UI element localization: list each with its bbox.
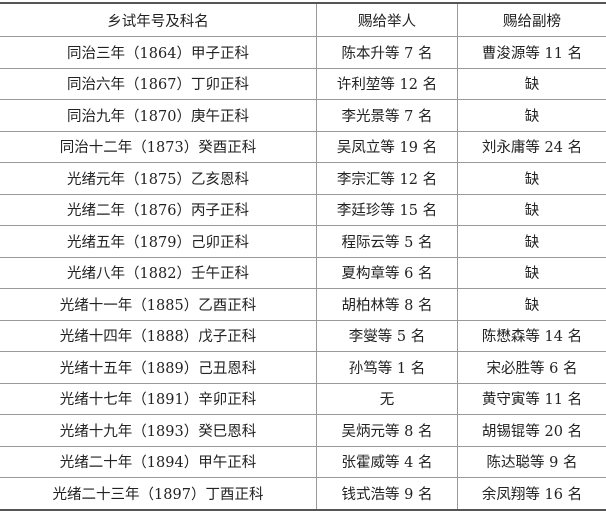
cell-fubang: 刘永庸等 24 名 xyxy=(458,131,606,163)
cell-exam-year: 光绪十七年（1891）辛卯正科 xyxy=(0,383,317,415)
cell-exam-year: 同治三年（1864）甲子正科 xyxy=(0,37,317,69)
cell-fubang: 宋必胜等 6 名 xyxy=(458,352,606,384)
header-juren: 赐给举人 xyxy=(317,3,458,37)
cell-fubang: 缺 xyxy=(458,100,606,132)
cell-fubang: 陈懋森等 14 名 xyxy=(458,320,606,352)
table-row: 光绪二十三年（1897）丁酉正科钱式浩等 9 名余凤翔等 16 名 xyxy=(0,478,606,510)
cell-exam-year: 光绪八年（1882）壬午正科 xyxy=(0,257,317,289)
cell-fubang: 缺 xyxy=(458,194,606,226)
header-exam-year: 乡试年号及科名 xyxy=(0,3,317,37)
cell-exam-year: 光绪元年（1875）乙亥恩科 xyxy=(0,163,317,195)
cell-fubang: 缺 xyxy=(458,257,606,289)
cell-exam-year: 同治十二年（1873）癸酉正科 xyxy=(0,131,317,163)
cell-juren: 吴炳元等 8 名 xyxy=(317,415,458,447)
cell-exam-year: 同治六年（1867）丁卯正科 xyxy=(0,68,317,100)
cell-exam-year: 光绪二十三年（1897）丁酉正科 xyxy=(0,478,317,510)
cell-fubang: 缺 xyxy=(458,68,606,100)
cell-fubang: 胡锡锟等 20 名 xyxy=(458,415,606,447)
cell-juren: 胡柏林等 8 名 xyxy=(317,289,458,321)
cell-juren: 夏构章等 6 名 xyxy=(317,257,458,289)
cell-exam-year: 光绪十一年（1885）乙酉正科 xyxy=(0,289,317,321)
cell-juren: 张霍威等 4 名 xyxy=(317,446,458,478)
cell-juren: 钱式浩等 9 名 xyxy=(317,478,458,510)
cell-exam-year: 光绪十四年（1888）戊子正科 xyxy=(0,320,317,352)
cell-juren: 李燮等 5 名 xyxy=(317,320,458,352)
cell-fubang: 余凤翔等 16 名 xyxy=(458,478,606,510)
table-row: 同治三年（1864）甲子正科陈本升等 7 名曹浚源等 11 名 xyxy=(0,37,606,69)
table-row: 光绪十一年（1885）乙酉正科胡柏林等 8 名缺 xyxy=(0,289,606,321)
cell-juren: 陈本升等 7 名 xyxy=(317,37,458,69)
table-body: 同治三年（1864）甲子正科陈本升等 7 名曹浚源等 11 名同治六年（1867… xyxy=(0,37,606,510)
table-row: 同治十二年（1873）癸酉正科吴凤立等 19 名刘永庸等 24 名 xyxy=(0,131,606,163)
cell-fubang: 缺 xyxy=(458,163,606,195)
table-row: 光绪十七年（1891）辛卯正科无黄守寅等 11 名 xyxy=(0,383,606,415)
table-row: 光绪二十年（1894）甲午正科张霍威等 4 名陈达聪等 9 名 xyxy=(0,446,606,478)
table-row: 光绪十五年（1889）己丑恩科孙笃等 1 名宋必胜等 6 名 xyxy=(0,352,606,384)
cell-juren: 李宗汇等 12 名 xyxy=(317,163,458,195)
cell-exam-year: 光绪二十年（1894）甲午正科 xyxy=(0,446,317,478)
cell-exam-year: 光绪二年（1876）丙子正科 xyxy=(0,194,317,226)
cell-fubang: 陈达聪等 9 名 xyxy=(458,446,606,478)
table-row: 同治九年（1870）庚午正科李光景等 7 名缺 xyxy=(0,100,606,132)
table-row: 同治六年（1867）丁卯正科许利堃等 12 名缺 xyxy=(0,68,606,100)
table-row: 光绪十四年（1888）戊子正科李燮等 5 名陈懋森等 14 名 xyxy=(0,320,606,352)
cell-juren: 李廷珍等 15 名 xyxy=(317,194,458,226)
cell-juren: 吴凤立等 19 名 xyxy=(317,131,458,163)
cell-juren: 许利堃等 12 名 xyxy=(317,68,458,100)
cell-juren: 李光景等 7 名 xyxy=(317,100,458,132)
cell-juren: 无 xyxy=(317,383,458,415)
table-row: 光绪二年（1876）丙子正科李廷珍等 15 名缺 xyxy=(0,194,606,226)
cell-fubang: 缺 xyxy=(458,289,606,321)
table-row: 光绪十九年（1893）癸巳恩科吴炳元等 8 名胡锡锟等 20 名 xyxy=(0,415,606,447)
table-row: 光绪五年（1879）己卯正科程际云等 5 名缺 xyxy=(0,226,606,258)
cell-exam-year: 光绪十五年（1889）己丑恩科 xyxy=(0,352,317,384)
cell-juren: 程际云等 5 名 xyxy=(317,226,458,258)
cell-juren: 孙笃等 1 名 xyxy=(317,352,458,384)
cell-fubang: 缺 xyxy=(458,226,606,258)
cell-fubang: 曹浚源等 11 名 xyxy=(458,37,606,69)
cell-fubang: 黄守寅等 11 名 xyxy=(458,383,606,415)
cell-exam-year: 光绪五年（1879）己卯正科 xyxy=(0,226,317,258)
header-row: 乡试年号及科名 赐给举人 赐给副榜 xyxy=(0,3,606,37)
table-row: 光绪元年（1875）乙亥恩科李宗汇等 12 名缺 xyxy=(0,163,606,195)
cell-exam-year: 同治九年（1870）庚午正科 xyxy=(0,100,317,132)
table-row: 光绪八年（1882）壬午正科夏构章等 6 名缺 xyxy=(0,257,606,289)
header-fubang: 赐给副榜 xyxy=(458,3,606,37)
cell-exam-year: 光绪十九年（1893）癸巳恩科 xyxy=(0,415,317,447)
